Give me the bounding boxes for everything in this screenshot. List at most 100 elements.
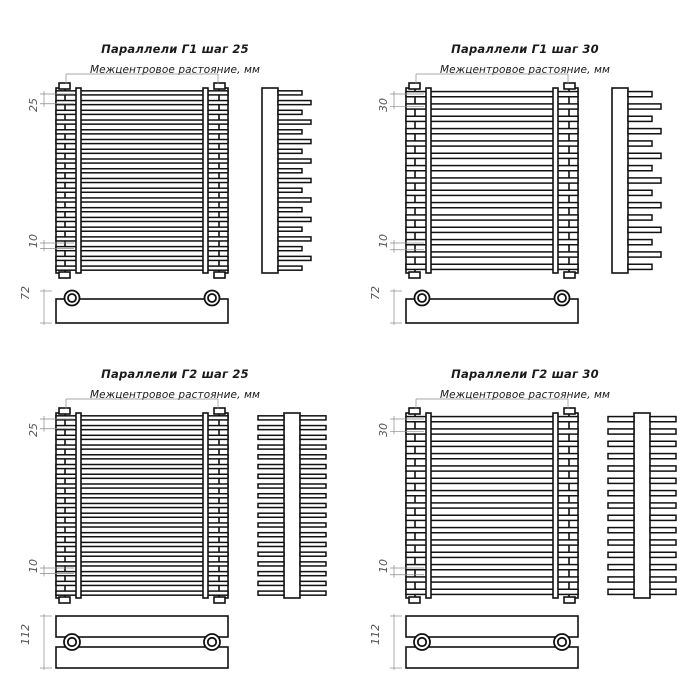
side-stub-right xyxy=(649,440,677,448)
panel-g2-step-30: Параллели Г2 шаг 30 Межцентровое растоян… xyxy=(350,345,700,695)
side-stub-right xyxy=(277,206,303,213)
front-tab-top-left xyxy=(58,407,71,415)
front-tab-top-right xyxy=(563,407,576,415)
bottom-port-inner xyxy=(416,636,428,648)
side-stub-right xyxy=(627,103,662,110)
front-tube xyxy=(55,148,229,155)
side-stub-right xyxy=(299,473,327,480)
side-stub-right xyxy=(649,563,677,571)
front-tab-top-left xyxy=(408,407,421,415)
front-inner-rail-right xyxy=(202,412,209,599)
front-tube xyxy=(55,245,229,252)
front-tube xyxy=(55,236,229,242)
front-tube xyxy=(55,502,229,509)
bottom-port-inner xyxy=(67,293,77,303)
front-tube xyxy=(55,522,229,528)
front-inner-rail-right xyxy=(552,87,559,274)
side-stub-right xyxy=(649,576,677,583)
front-tube xyxy=(405,152,579,160)
front-tube xyxy=(55,444,229,450)
side-stub-left xyxy=(257,522,285,528)
front-tube xyxy=(55,255,229,262)
side-stub-right xyxy=(627,189,653,197)
side-manifold xyxy=(633,412,651,599)
side-stub-left xyxy=(607,440,635,448)
panel-g2-step-25: Параллели Г2 шаг 25 Межцентровое растоян… xyxy=(0,345,350,695)
side-stub-right xyxy=(299,434,327,441)
front-tab-top-left xyxy=(408,82,421,90)
side-stub-right xyxy=(649,489,677,497)
front-tube xyxy=(55,187,229,194)
front-tube xyxy=(55,570,229,577)
front-tube xyxy=(55,415,229,421)
front-tube xyxy=(55,590,229,596)
side-stub-right xyxy=(649,477,677,485)
panel-drawing xyxy=(390,73,662,325)
panel-title: Параллели Г1 шаг 30 xyxy=(451,42,599,56)
side-stub-left xyxy=(257,415,285,421)
front-inner-rail-left xyxy=(425,87,432,274)
side-stub-left xyxy=(607,588,635,596)
side-stub-left xyxy=(607,551,635,559)
side-stub-left xyxy=(607,452,635,460)
side-stub-right xyxy=(627,164,653,172)
side-stub-left xyxy=(257,502,285,509)
front-tube xyxy=(55,483,229,489)
side-stub-left xyxy=(257,454,285,460)
front-tube xyxy=(55,561,229,567)
side-stub-right xyxy=(627,251,662,258)
front-tab-bottom-right xyxy=(213,596,226,604)
side-stub-right xyxy=(627,238,653,246)
front-inner-rail-right xyxy=(552,412,559,599)
front-tube xyxy=(405,576,579,583)
side-stub-right xyxy=(649,465,677,472)
side-stub-right xyxy=(299,551,327,557)
bottom-port-inner xyxy=(207,293,217,303)
side-stub-left xyxy=(607,539,635,546)
front-tab-bottom-right xyxy=(213,271,226,279)
side-stub-left xyxy=(257,424,285,431)
front-tube xyxy=(405,238,579,246)
panel-title: Параллели Г1 шаг 25 xyxy=(101,42,249,56)
front-tube xyxy=(55,473,229,480)
front-tube xyxy=(405,502,579,509)
front-tube xyxy=(405,177,579,184)
panel-drawing xyxy=(40,73,312,325)
side-stub-right xyxy=(627,177,662,184)
side-stub-right xyxy=(277,177,312,184)
front-tube xyxy=(55,226,229,232)
side-stub-left xyxy=(257,541,285,548)
front-tab-bottom-right xyxy=(563,271,576,279)
front-tab-top-right xyxy=(213,82,226,90)
front-tube xyxy=(55,265,229,271)
bottom-port-inner xyxy=(556,636,568,648)
side-stub-right xyxy=(649,539,677,546)
side-stub-left xyxy=(257,570,285,577)
side-stub-right xyxy=(627,214,653,221)
side-stub-left xyxy=(607,428,635,435)
side-stub-right xyxy=(277,138,312,145)
front-tab-bottom-left xyxy=(58,271,71,279)
side-manifold xyxy=(283,412,301,599)
panel-subtitle: Межцентровое растояние, мм xyxy=(89,64,261,76)
side-stub-right xyxy=(299,570,327,577)
side-manifold xyxy=(261,87,279,274)
side-stub-right xyxy=(299,561,327,567)
front-tube xyxy=(405,263,579,271)
side-stub-left xyxy=(257,473,285,480)
side-stub-right xyxy=(299,580,327,587)
front-tube xyxy=(55,531,229,538)
bottom-port-inner xyxy=(417,293,427,303)
front-tab-top-right xyxy=(213,407,226,415)
side-stub-right xyxy=(627,90,653,98)
side-stub-right xyxy=(649,452,677,460)
side-stub-left xyxy=(257,512,285,519)
side-stub-left xyxy=(257,590,285,596)
side-stub-right xyxy=(627,201,662,209)
side-stub-right xyxy=(627,127,662,135)
side-stub-right xyxy=(299,522,327,528)
front-tube xyxy=(55,109,229,116)
front-tab-bottom-left xyxy=(58,596,71,604)
front-inner-rail-right xyxy=(202,87,209,274)
side-stub-right xyxy=(277,129,303,135)
